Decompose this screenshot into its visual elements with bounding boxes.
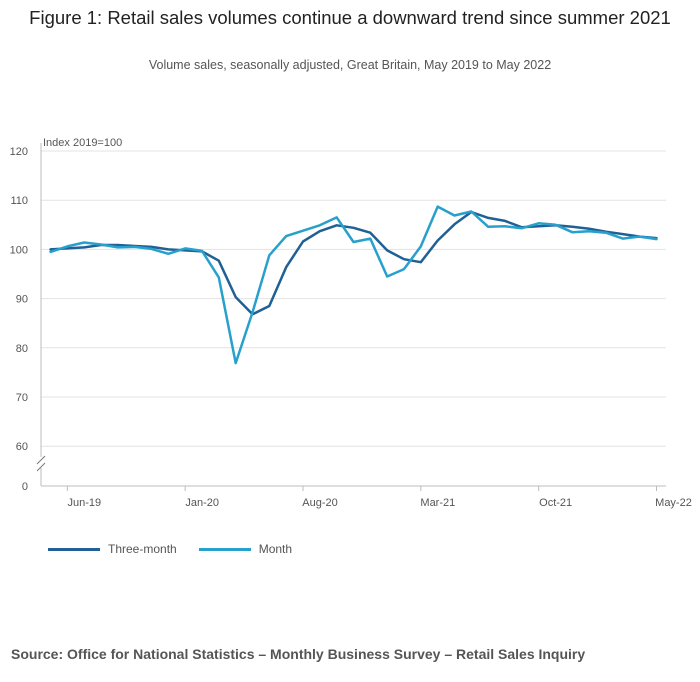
axis-break-mark-1 — [36, 455, 46, 465]
x-tick-Aug-20: Aug-20 — [302, 497, 337, 509]
x-tick-Jun-19: Jun-19 — [68, 497, 102, 509]
y-tick-60: 60 — [16, 441, 28, 453]
axis-break-mark-2 — [36, 462, 46, 472]
legend-label-month: Month — [258, 542, 293, 556]
y-axis-ticks: 120 110 100 90 80 70 60 0 — [10, 146, 28, 493]
y-axis-label: Index 2019=100 — [43, 137, 122, 149]
x-tick-Jan-20: Jan-20 — [185, 497, 219, 509]
y-tick-100: 100 — [10, 244, 28, 256]
legend-item-three-month[interactable]: Three-month — [48, 542, 177, 556]
legend: Three-month Month — [48, 542, 292, 556]
y-tick-70: 70 — [16, 392, 28, 404]
legend-swatch-month — [198, 547, 251, 551]
source-note: Source: Office for National Statistics –… — [11, 646, 586, 662]
y-tick-110: 110 — [10, 195, 28, 207]
x-axis: Jun-19 Jan-20 Aug-20 Mar-21 Oct-21 May-22 — [36, 143, 692, 509]
series-lines — [49, 205, 658, 365]
y-tick-90: 90 — [16, 294, 28, 306]
legend-swatch-three-month — [48, 547, 100, 551]
chart-subtitle: Volume sales, seasonally adjusted, Great… — [148, 58, 552, 72]
chart-title: Figure 1: Retail sales volumes continue … — [29, 7, 671, 28]
y-tick-120: 120 — [10, 146, 28, 158]
legend-item-month[interactable]: Month — [198, 542, 293, 556]
y-tick-0: 0 — [22, 481, 28, 493]
x-tick-Mar-21: Mar-21 — [420, 497, 455, 509]
gridlines — [41, 150, 666, 447]
legend-label-three-month: Three-month — [108, 542, 177, 556]
series-line-month — [49, 205, 658, 365]
x-tick-Oct-21: Oct-21 — [539, 497, 572, 509]
y-tick-80: 80 — [16, 343, 28, 355]
x-tick-May-22: May-22 — [655, 497, 692, 509]
